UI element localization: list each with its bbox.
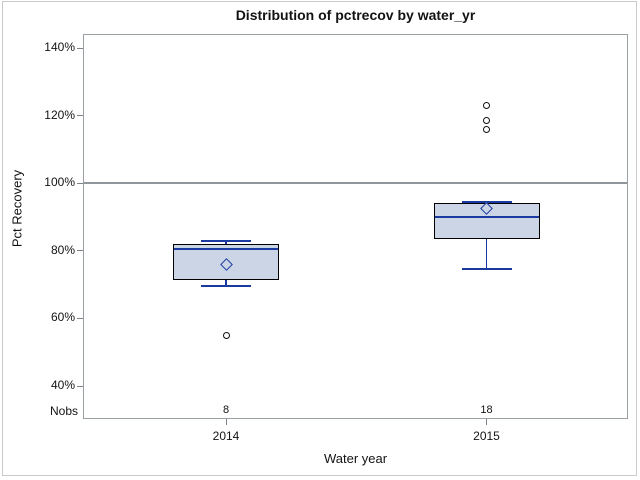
- lower-whisker-cap: [461, 268, 512, 271]
- y-tick-mark: [77, 182, 83, 184]
- y-tick-label: 60%: [50, 310, 75, 325]
- lower-whisker-line: [225, 279, 227, 287]
- x-tick-label: 2015: [473, 429, 500, 443]
- y-tick-label: 100%: [44, 175, 75, 190]
- y-axis-title: Pct Recovery: [9, 169, 25, 248]
- upper-whisker-cap: [201, 239, 251, 242]
- chart-title: Distribution of pctrecov by water_yr: [235, 7, 476, 23]
- y-tick-mark: [77, 115, 83, 117]
- x-tick-mark: [486, 419, 488, 425]
- y-tick-label: 80%: [50, 242, 75, 257]
- y-tick-label: 140%: [44, 40, 75, 54]
- lower-whisker-line: [485, 238, 488, 270]
- upper-whisker-line: [225, 240, 227, 245]
- x-tick-label: 2014: [212, 429, 240, 443]
- y-tick-mark: [77, 47, 83, 49]
- y-tick-mark: [77, 385, 83, 387]
- outlier-point: [483, 101, 491, 109]
- outlier-point: [483, 125, 491, 133]
- x-tick-mark: [225, 419, 227, 425]
- outlier-point: [222, 331, 230, 339]
- upper-whisker-cap: [461, 200, 512, 203]
- lower-whisker-cap: [201, 285, 251, 288]
- nobs-row-label: Nobs: [49, 404, 78, 418]
- y-tick-mark: [77, 317, 83, 319]
- nobs-value: 8: [222, 404, 230, 416]
- outlier-point: [483, 117, 491, 125]
- y-tick-label: 120%: [44, 107, 75, 122]
- x-axis-title: Water year: [323, 451, 388, 466]
- y-tick-label: 40%: [50, 378, 75, 392]
- plot-area: [83, 34, 628, 419]
- y-tick-mark: [77, 250, 83, 252]
- nobs-value: 18: [480, 404, 493, 416]
- median-line: [174, 248, 278, 251]
- median-line: [434, 216, 539, 218]
- reference-line: [84, 182, 627, 184]
